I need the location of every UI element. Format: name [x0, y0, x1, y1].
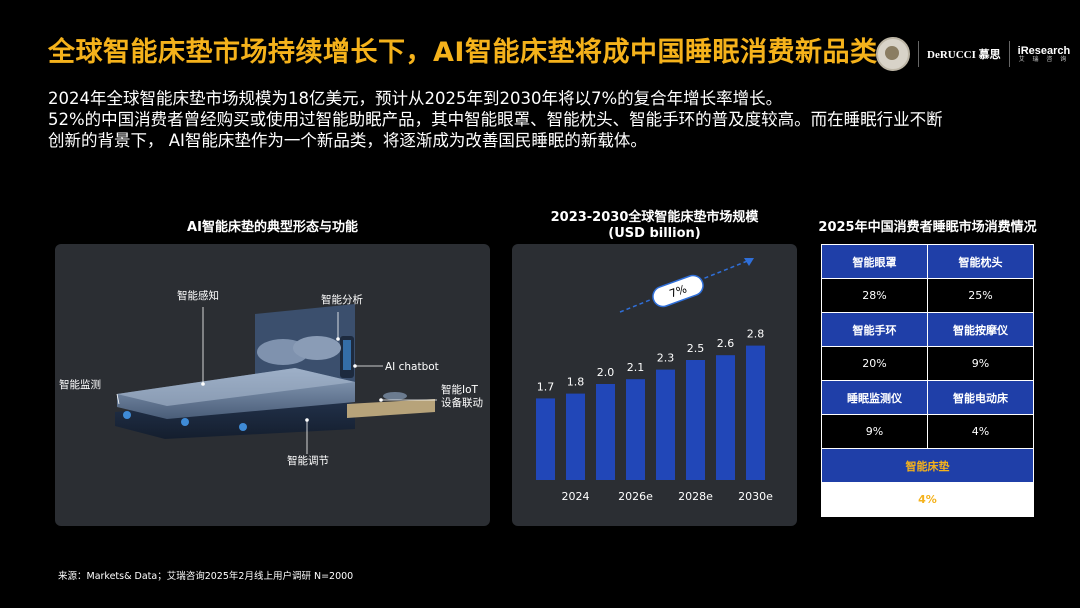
- highlight-value-cell: 4%: [821, 482, 1034, 517]
- market-size-bar-chart: 7% 1.7 1.8 2024 2.0 2.1 2026e 2.3 2.5 2028e 2.6 2.…: [536, 258, 773, 503]
- data-label-2023: 1.7: [537, 380, 555, 393]
- label-smart-iot: 智能IoT 设备联动: [441, 384, 483, 410]
- smart-bed-illustration: [115, 304, 437, 454]
- table-header-cell: 智能枕头: [927, 244, 1034, 279]
- sensor-light: [239, 423, 247, 431]
- table-cell: 28%: [821, 278, 928, 313]
- intro-line: 52%的中国消费者曾经购买或使用过智能助眠产品，其中智能眼罩、智能枕头、智能手环…: [48, 110, 943, 129]
- bar-2024: [566, 393, 585, 480]
- x-tick-label-2026e: 2026e: [618, 490, 653, 503]
- table-row: 28% 25%: [821, 278, 1034, 313]
- table-row: 4%: [821, 482, 1034, 517]
- source-note: 来源：Markets& Data；艾瑞咨询2025年2月线上用户调研 N=200…: [58, 571, 354, 582]
- market-size-chart-panel: 7% 1.7 1.8 2024 2.0 2.1 2026e 2.3 2.5 2028e 2.6 2.…: [512, 244, 797, 526]
- chart-title-line1: 2023-2030全球智能床垫市场规模: [550, 210, 759, 225]
- data-label-2026e: 2.1: [627, 361, 645, 374]
- table-row: 睡眠监测仪 智能电动床: [821, 380, 1034, 415]
- label-smart-iot-line2: 设备联动: [441, 397, 483, 409]
- intro-line: 2024年全球智能床垫市场规模为18亿美元，预计从2025年到2030年将以7%…: [48, 89, 783, 108]
- data-label-2029e: 2.6: [717, 337, 735, 350]
- derucci-logo: DeRUCCI 慕思: [927, 49, 1001, 61]
- derucci-emblem-icon: [876, 37, 910, 71]
- data-label-2028e: 2.5: [687, 342, 705, 355]
- cagr-badge: 7%: [652, 274, 704, 308]
- bar-2025e: [596, 384, 615, 480]
- logo-group: DeRUCCI 慕思 iResearch 艾 瑞 咨 询: [876, 34, 1070, 74]
- table-cell: 9%: [821, 414, 928, 449]
- table-header-cell: 智能眼罩: [821, 244, 928, 279]
- label-smart-analysis: 智能分析: [321, 294, 363, 306]
- label-smart-iot-line1: 智能IoT: [441, 384, 478, 396]
- bar-2030e: [746, 345, 765, 480]
- label-ai-chatbot: AI chatbot: [385, 361, 439, 373]
- table-row: 9% 4%: [821, 414, 1034, 449]
- table-header-cell: 智能按摩仪: [927, 312, 1034, 347]
- iresearch-logo: iResearch 艾 瑞 咨 询: [1018, 45, 1071, 64]
- table-cell: 4%: [927, 414, 1034, 449]
- bar-2028e: [686, 360, 705, 480]
- data-label-2024: 1.8: [567, 376, 585, 389]
- table-header-cell: 睡眠监测仪: [821, 380, 928, 415]
- label-smart-adjust: 智能调节: [287, 455, 329, 467]
- iresearch-logo-text: iResearch: [1017, 44, 1071, 57]
- bar-2023: [536, 398, 555, 480]
- consumption-title: 2025年中国消费者睡眠市场消费情况: [818, 220, 1037, 235]
- chart-title-line2: (USD billion): [608, 226, 701, 241]
- table-cell: 9%: [927, 346, 1034, 381]
- highlight-header-cell: 智能床垫: [821, 448, 1034, 483]
- bar-2029e: [716, 355, 735, 480]
- table-row: 20% 9%: [821, 346, 1034, 381]
- data-label-2030e: 2.8: [747, 328, 765, 341]
- x-tick-label-2030e: 2030e: [738, 490, 773, 503]
- label-smart-perception: 智能感知: [177, 290, 219, 302]
- page-title: 全球智能床垫市场持续增长下，AI智能床垫将成中国睡眠消费新品类: [48, 37, 878, 68]
- table-header-cell: 智能手环: [821, 312, 928, 347]
- table-cell: 25%: [927, 278, 1034, 313]
- x-tick-label-2024: 2024: [562, 490, 590, 503]
- bar-2027e: [656, 369, 675, 480]
- logo-divider: [1008, 41, 1010, 67]
- iresearch-logo-subtext: 艾 瑞 咨 询: [1018, 55, 1070, 63]
- bed-panel-title: AI智能床垫的典型形态与功能: [187, 220, 358, 235]
- sensor-light: [123, 411, 131, 419]
- nightstand: [347, 399, 435, 418]
- table-row: 智能手环 智能按摩仪: [821, 312, 1034, 347]
- chart-title: 2023-2030全球智能床垫市场规模 (USD billion): [512, 210, 797, 242]
- table-row: 智能眼罩 智能枕头: [821, 244, 1034, 279]
- pillow: [293, 336, 341, 360]
- label-smart-monitor: 智能监测: [59, 379, 101, 391]
- consumption-table: 智能眼罩 智能枕头 28% 25% 智能手环 智能按摩仪 20% 9% 睡眠监测…: [821, 244, 1034, 517]
- intro-line: 创新的背景下， AI智能床垫作为一个新品类，将逐渐成为改善国民睡眠的新载体。: [48, 131, 647, 150]
- table-header-cell: 智能电动床: [927, 380, 1034, 415]
- x-tick-label-2028e: 2028e: [678, 490, 713, 503]
- data-label-2027e: 2.3: [657, 352, 675, 365]
- intro-text: 2024年全球智能床垫市场规模为18亿美元，预计从2025年到2030年将以7%…: [48, 88, 1048, 151]
- table-cell: 20%: [821, 346, 928, 381]
- sensor-light: [181, 418, 189, 426]
- cagr-label: 7%: [668, 282, 689, 300]
- table-row: 智能床垫: [821, 448, 1034, 483]
- logo-divider: [918, 41, 919, 67]
- smart-bed-illustration-panel: 智能感知 智能分析 AI chatbot 智能IoT 设备联动 智能监测 智能调…: [55, 244, 490, 526]
- bar-2026e: [626, 379, 645, 480]
- data-label-2025e: 2.0: [597, 366, 615, 379]
